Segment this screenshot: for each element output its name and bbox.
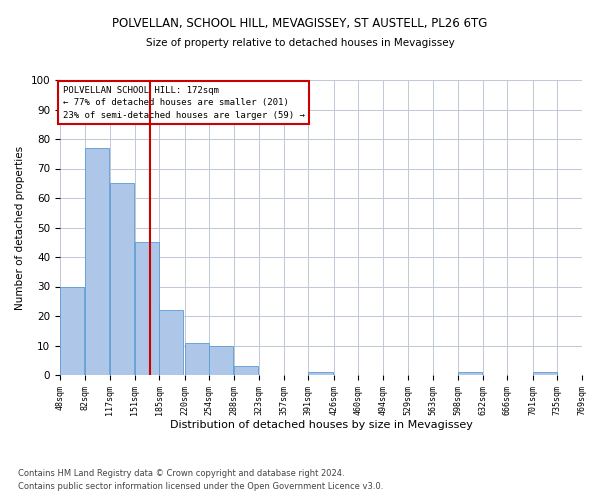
Bar [85,148,109,375]
Bar [60,286,84,375]
Bar [234,366,258,375]
Text: Contains public sector information licensed under the Open Government Licence v3: Contains public sector information licen… [18,482,383,491]
Bar [134,242,159,375]
Text: POLVELLAN, SCHOOL HILL, MEVAGISSEY, ST AUSTELL, PL26 6TG: POLVELLAN, SCHOOL HILL, MEVAGISSEY, ST A… [112,18,488,30]
Bar [308,372,332,375]
Bar [458,372,482,375]
Bar [209,346,233,375]
Bar [110,183,134,375]
Text: Size of property relative to detached houses in Mevagissey: Size of property relative to detached ho… [146,38,454,48]
X-axis label: Distribution of detached houses by size in Mevagissey: Distribution of detached houses by size … [170,420,472,430]
Bar [185,342,209,375]
Text: Contains HM Land Registry data © Crown copyright and database right 2024.: Contains HM Land Registry data © Crown c… [18,468,344,477]
Bar [533,372,557,375]
Y-axis label: Number of detached properties: Number of detached properties [15,146,25,310]
Bar [159,310,184,375]
Text: POLVELLAN SCHOOL HILL: 172sqm
← 77% of detached houses are smaller (201)
23% of : POLVELLAN SCHOOL HILL: 172sqm ← 77% of d… [62,86,304,120]
